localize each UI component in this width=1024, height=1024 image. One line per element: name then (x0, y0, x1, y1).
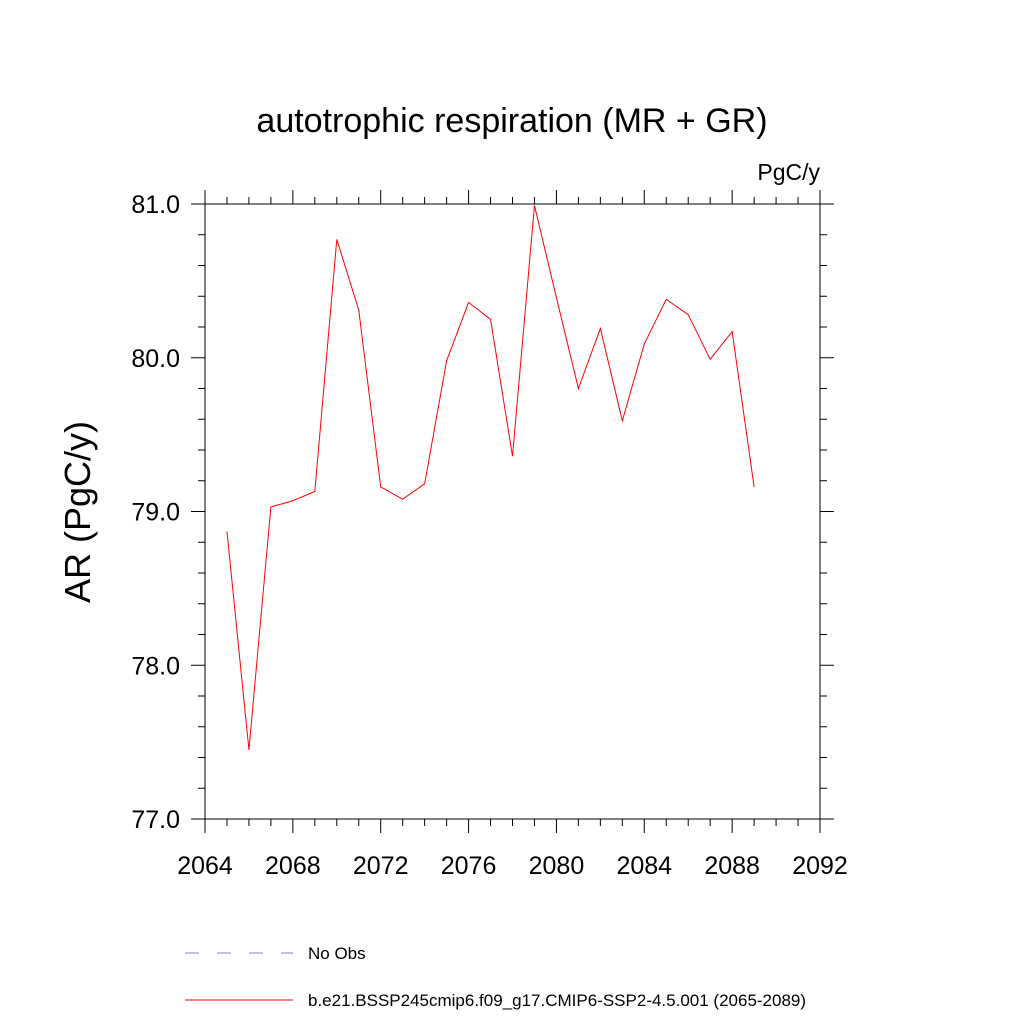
y-tick-label: 81.0 (131, 191, 180, 219)
y-axis: 77.0 78.0 79.0 80.0 81.0 (131, 191, 834, 834)
series-line (226, 205, 755, 750)
x-tick-label: 2084 (616, 852, 672, 880)
legend: No Obs b.e21.BSSP245cmip6.f09_g17.CMIP6-… (185, 944, 806, 1010)
x-tick-label: 2076 (441, 852, 497, 880)
legend-label-no-obs: No Obs (308, 944, 366, 963)
x-tick-label: 2064 (177, 852, 233, 880)
chart-title: autotrophic respiration (MR + GR) (256, 102, 767, 140)
x-axis: 2064 2068 2072 2076 2080 2084 2088 2092 (177, 190, 848, 880)
x-tick-label: 2068 (265, 852, 321, 880)
x-tick-label: 2080 (529, 852, 585, 880)
series-layer (226, 205, 755, 750)
plot-frame (204, 203, 821, 820)
y-tick-label: 79.0 (131, 499, 180, 527)
legend-label-model: b.e21.BSSP245cmip6.f09_g17.CMIP6-SSP2-4.… (308, 991, 806, 1010)
y-axis-label: AR (PgC/y) (57, 421, 98, 603)
y-tick-label: 80.0 (131, 345, 180, 373)
y-tick-label: 78.0 (131, 652, 180, 680)
units-label: PgC/y (757, 159, 820, 185)
x-tick-label: 2088 (704, 852, 760, 880)
y-tick-label: 77.0 (131, 806, 180, 834)
x-tick-label: 2092 (792, 852, 848, 880)
x-tick-label: 2072 (353, 852, 409, 880)
